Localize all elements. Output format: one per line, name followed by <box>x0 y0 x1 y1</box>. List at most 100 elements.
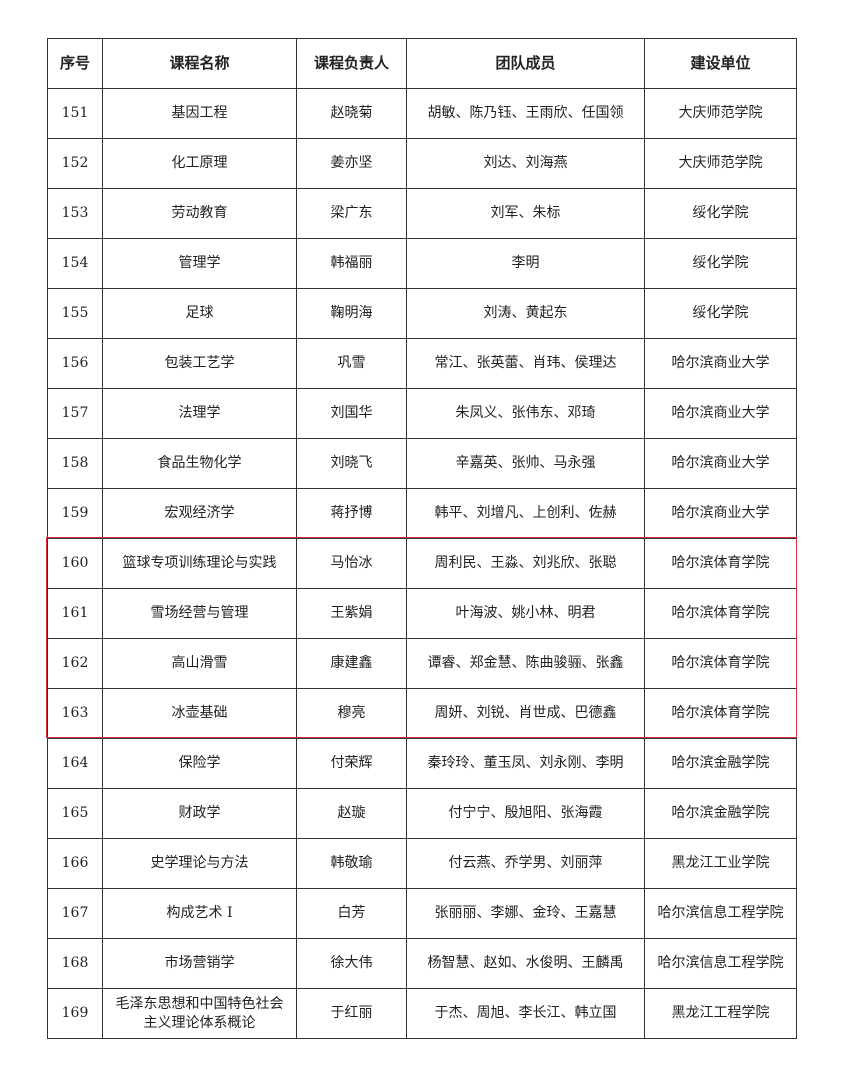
cell-course: 冰壶基础 <box>102 688 297 739</box>
cell-unit: 哈尔滨商业大学 <box>644 388 797 439</box>
table-row: 153 劳动教育 梁广东 刘军、朱标 绥化学院 <box>47 188 797 239</box>
cell-lead: 鞠明海 <box>296 288 407 339</box>
cell-team: 付云燕、乔学男、刘丽萍 <box>406 838 645 889</box>
cell-lead: 巩雪 <box>296 338 407 389</box>
table-row: 152 化工原理 姜亦坚 刘达、刘海燕 大庆师范学院 <box>47 138 797 189</box>
cell-team: 常江、张英蕾、肖玮、侯理达 <box>406 338 645 389</box>
table-row: 161 雪场经营与管理 王紫娟 叶海波、姚小林、明君 哈尔滨体育学院 <box>47 588 797 639</box>
header-unit: 建设单位 <box>644 38 797 89</box>
cell-unit: 哈尔滨信息工程学院 <box>644 888 797 939</box>
cell-lead: 马怡冰 <box>296 538 407 589</box>
cell-course: 宏观经济学 <box>102 488 297 539</box>
cell-index: 159 <box>47 488 103 539</box>
cell-team: 韩平、刘增凡、上创利、佐赫 <box>406 488 645 539</box>
table-row: 165 财政学 赵璇 付宁宁、殷旭阳、张海霞 哈尔滨金融学院 <box>47 788 797 839</box>
cell-team: 朱凤义、张伟东、邓琦 <box>406 388 645 439</box>
cell-unit: 黑龙江工程学院 <box>644 988 797 1039</box>
cell-lead: 于红丽 <box>296 988 407 1039</box>
cell-index: 168 <box>47 938 103 989</box>
cell-index: 164 <box>47 738 103 789</box>
cell-unit: 黑龙江工业学院 <box>644 838 797 889</box>
table-row: 159 宏观经济学 蒋抒博 韩平、刘增凡、上创利、佐赫 哈尔滨商业大学 <box>47 488 797 539</box>
cell-index: 163 <box>47 688 103 739</box>
cell-course: 保险学 <box>102 738 297 789</box>
cell-course: 法理学 <box>102 388 297 439</box>
header-team: 团队成员 <box>406 38 645 89</box>
cell-team: 秦玲玲、董玉凤、刘永刚、李明 <box>406 738 645 789</box>
cell-lead: 穆亮 <box>296 688 407 739</box>
cell-unit: 大庆师范学院 <box>644 88 797 139</box>
cell-lead: 赵璇 <box>296 788 407 839</box>
cell-team: 谭睿、郑金慧、陈曲骏骊、张鑫 <box>406 638 645 689</box>
cell-unit: 哈尔滨体育学院 <box>644 588 797 639</box>
cell-team: 刘军、朱标 <box>406 188 645 239</box>
cell-unit: 哈尔滨体育学院 <box>644 688 797 739</box>
cell-team: 周利民、王淼、刘兆欣、张聪 <box>406 538 645 589</box>
table-row: 163 冰壶基础 穆亮 周妍、刘锐、肖世成、巴德鑫 哈尔滨体育学院 <box>47 688 797 739</box>
cell-unit: 哈尔滨金融学院 <box>644 788 797 839</box>
cell-unit: 哈尔滨商业大学 <box>644 438 797 489</box>
cell-unit: 绥化学院 <box>644 238 797 289</box>
cell-index: 167 <box>47 888 103 939</box>
cell-course: 史学理论与方法 <box>102 838 297 889</box>
cell-course: 雪场经营与管理 <box>102 588 297 639</box>
header-row: 序号 课程名称 课程负责人 团队成员 建设单位 <box>47 38 797 89</box>
cell-course: 财政学 <box>102 788 297 839</box>
header-index: 序号 <box>47 38 103 89</box>
cell-index: 155 <box>47 288 103 339</box>
cell-index: 161 <box>47 588 103 639</box>
table-row: 155 足球 鞠明海 刘涛、黄起东 绥化学院 <box>47 288 797 339</box>
cell-unit: 哈尔滨体育学院 <box>644 638 797 689</box>
course-table: 序号 课程名称 课程负责人 团队成员 建设单位 151 基因工程 赵晓菊 胡敏、陈乃钰… <box>47 38 797 1039</box>
cell-unit: 大庆师范学院 <box>644 138 797 189</box>
table-row: 169 毛泽东思想和中国特色社会主义理论体系概论 于红丽 于杰、周旭、李长江、韩立国黑… <box>47 988 797 1039</box>
table-row: 156 包装工艺学 巩雪 常江、张英蕾、肖玮、侯理达 哈尔滨商业大学 <box>47 338 797 389</box>
cell-team: 叶海波、姚小林、明君 <box>406 588 645 639</box>
table-row: 162 高山滑雪 康建鑫 谭睿、郑金慧、陈曲骏骊、张鑫 哈尔滨体育学院 <box>47 638 797 689</box>
cell-lead: 王紫娟 <box>296 588 407 639</box>
cell-lead: 韩福丽 <box>296 238 407 289</box>
cell-lead: 白芳 <box>296 888 407 939</box>
cell-index: 165 <box>47 788 103 839</box>
cell-unit: 哈尔滨金融学院 <box>644 738 797 789</box>
cell-course: 食品生物化学 <box>102 438 297 489</box>
cell-index: 152 <box>47 138 103 189</box>
cell-index: 166 <box>47 838 103 889</box>
table-row: 160 篮球专项训练理论与实践 马怡冰 周利民、王淼、刘兆欣、张聪 哈尔滨体育学院 <box>47 538 797 589</box>
cell-team: 付宁宁、殷旭阳、张海霞 <box>406 788 645 839</box>
cell-lead: 韩敬瑜 <box>296 838 407 889</box>
cell-course: 化工原理 <box>102 138 297 189</box>
cell-team: 周妍、刘锐、肖世成、巴德鑫 <box>406 688 645 739</box>
cell-index: 162 <box>47 638 103 689</box>
table-row: 158 食品生物化学 刘晓飞 辛嘉英、张帅、马永强 哈尔滨商业大学 <box>47 438 797 489</box>
cell-team: 刘达、刘海燕 <box>406 138 645 189</box>
cell-lead: 蒋抒博 <box>296 488 407 539</box>
cell-unit: 绥化学院 <box>644 188 797 239</box>
cell-team: 辛嘉英、张帅、马永强 <box>406 438 645 489</box>
cell-course: 包装工艺学 <box>102 338 297 389</box>
cell-team: 张丽丽、李娜、金玲、王嘉慧 <box>406 888 645 939</box>
cell-team: 李明 <box>406 238 645 289</box>
cell-team: 杨智慧、赵如、水俊明、王麟禹 <box>406 938 645 989</box>
cell-course: 管理学 <box>102 238 297 289</box>
cell-lead: 赵晓菊 <box>296 88 407 139</box>
cell-lead: 姜亦坚 <box>296 138 407 189</box>
cell-index: 151 <box>47 88 103 139</box>
cell-lead: 康建鑫 <box>296 638 407 689</box>
cell-index: 153 <box>47 188 103 239</box>
table-row: 168 市场营销学 徐大伟 杨智慧、赵如、水俊明、王麟禹 哈尔滨信息工程学院 <box>47 938 797 989</box>
cell-course: 足球 <box>102 288 297 339</box>
table-row: 164 保险学 付荣辉 秦玲玲、董玉凤、刘永刚、李明 哈尔滨金融学院 <box>47 738 797 789</box>
table-row: 157 法理学 刘国华 朱凤义、张伟东、邓琦 哈尔滨商业大学 <box>47 388 797 439</box>
table-row: 166 史学理论与方法 韩敬瑜 付云燕、乔学男、刘丽萍 黑龙江工业学院 <box>47 838 797 889</box>
cell-team: 刘涛、黄起东 <box>406 288 645 339</box>
cell-team: 于杰、周旭、李长江、韩立国 <box>406 988 645 1039</box>
cell-lead: 徐大伟 <box>296 938 407 989</box>
table-row: 151 基因工程 赵晓菊 胡敏、陈乃钰、王雨欣、任国领 大庆师范学院 <box>47 88 797 139</box>
cell-unit: 哈尔滨商业大学 <box>644 488 797 539</box>
cell-index: 156 <box>47 338 103 389</box>
cell-index: 169 <box>47 988 103 1039</box>
cell-unit: 哈尔滨体育学院 <box>644 538 797 589</box>
header-lead: 课程负责人 <box>296 38 407 89</box>
cell-unit: 哈尔滨商业大学 <box>644 338 797 389</box>
